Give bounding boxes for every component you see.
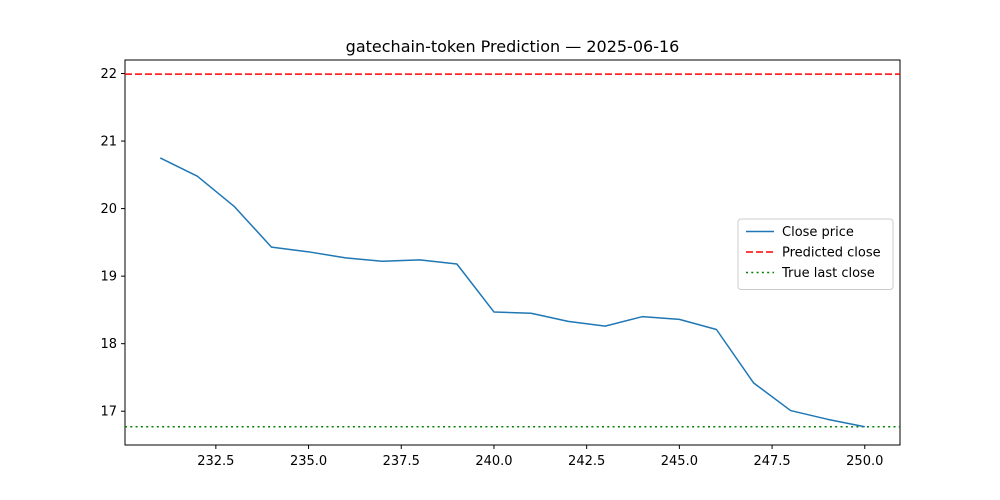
close-price-line xyxy=(159,157,865,428)
chart-title: gatechain-token Prediction — 2025-06-16 xyxy=(346,37,680,56)
legend-label: Close price xyxy=(782,225,854,240)
x-tick-label: 237.5 xyxy=(383,454,420,469)
legend-label: True last close xyxy=(781,266,875,281)
y-tick-label: 20 xyxy=(100,202,117,217)
x-tick-label: 247.5 xyxy=(753,454,790,469)
legend-box xyxy=(737,218,894,290)
y-tick-label: 22 xyxy=(100,67,117,82)
x-tick-label: 235.0 xyxy=(290,454,327,469)
x-tick-label: 250.0 xyxy=(846,454,883,469)
y-tick-label: 17 xyxy=(100,405,117,420)
x-tick-label: 232.5 xyxy=(197,454,234,469)
x-tick-label: 245.0 xyxy=(661,454,698,469)
y-tick-label: 21 xyxy=(100,135,117,150)
y-tick-label: 19 xyxy=(100,270,117,285)
plot-frame xyxy=(124,59,901,446)
legend: Close price Predicted close True last clos… xyxy=(737,218,894,290)
x-tick-label: 242.5 xyxy=(568,454,605,469)
x-tick-label: 240.0 xyxy=(475,454,512,469)
legend-label: Predicted close xyxy=(782,246,881,261)
plot-area: 232.5 235.0 237.5 240.0 242.5 245.0 247.5 250.0… xyxy=(100,59,901,469)
y-tick-label: 18 xyxy=(100,337,117,352)
